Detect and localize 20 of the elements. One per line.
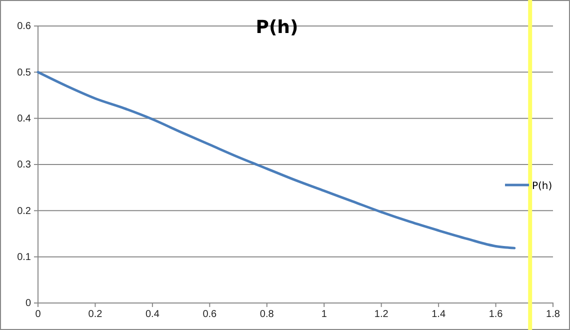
- x-tick-label: 1: [321, 309, 328, 320]
- y-tick-label: 0.3: [17, 160, 32, 171]
- y-tick-label: 0.6: [17, 21, 32, 32]
- y-tick-label: 0.5: [17, 67, 32, 78]
- line-series: [36, 70, 516, 250]
- legend-label: P(h): [532, 181, 552, 192]
- y-tick-label: 0.4: [17, 114, 32, 125]
- y-tick-label: 0.2: [17, 206, 32, 217]
- x-tick-label: 1.6: [488, 309, 504, 320]
- x-tick-label: 0.8: [260, 309, 274, 320]
- x-tick-label: 1.4: [432, 309, 446, 320]
- x-tick-label: 0.2: [88, 309, 103, 320]
- y-tick-label: 0: [25, 298, 32, 310]
- x-tick-label: 0.4: [145, 309, 160, 320]
- x-tick-label: 1.2: [374, 309, 389, 320]
- chart-title: P(h): [256, 17, 298, 38]
- x-tick-label: 0: [35, 309, 42, 320]
- x-tick-label: 0.6: [202, 309, 218, 320]
- y-tick-label: 0.1: [17, 252, 32, 264]
- x-tick-label: 1.8: [546, 309, 560, 320]
